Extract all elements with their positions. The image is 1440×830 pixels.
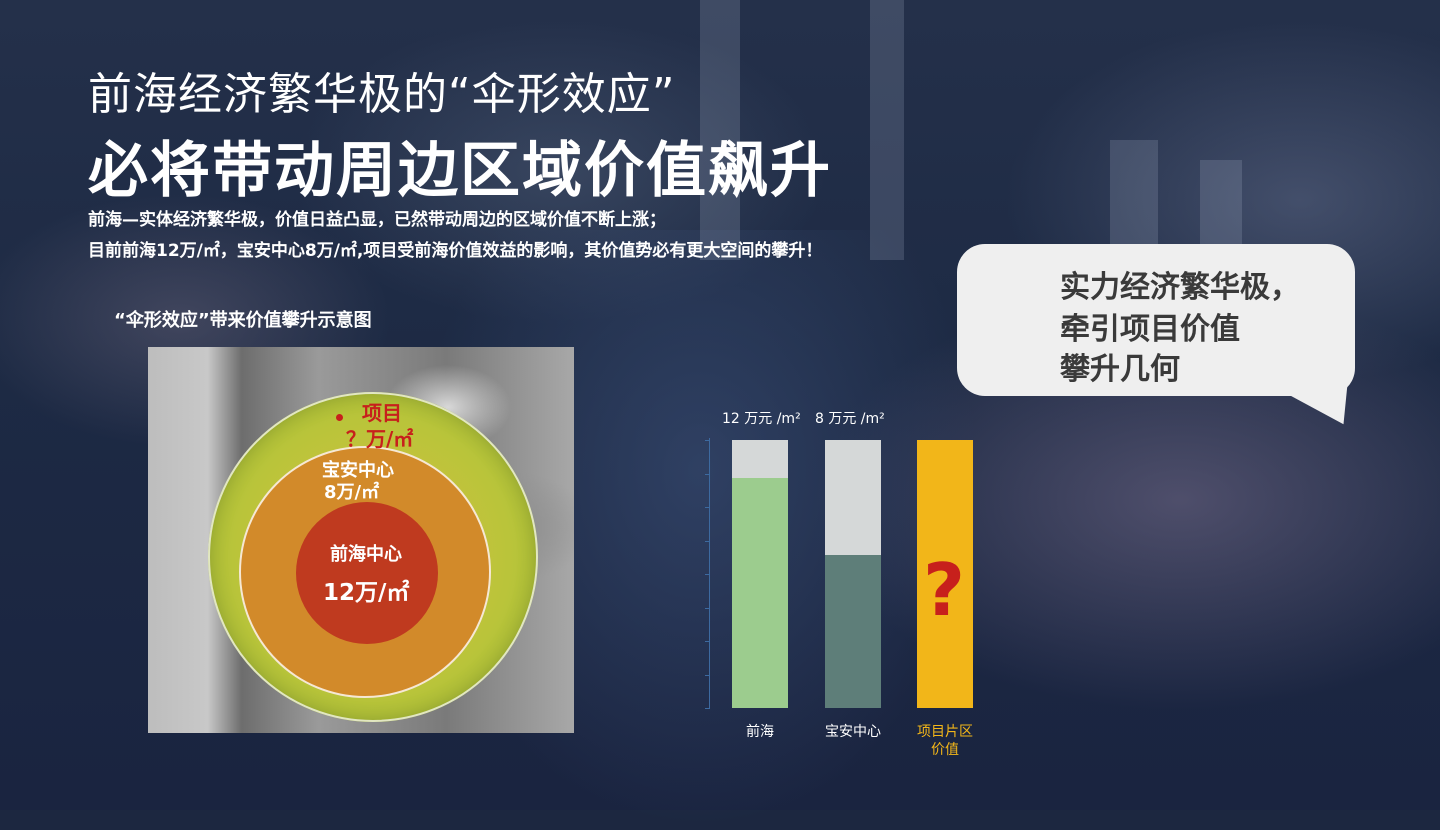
chart-y-tick [705,540,710,542]
baoan-name-label: 宝安中心 [322,460,394,481]
qianhai-price-label: 12万/㎡ [323,580,410,606]
bubble-line-1: 实力经济繁华极， [1060,270,1300,305]
background-tower [870,0,904,260]
bar-category-label: 项目片区 [917,724,973,740]
chart-y-axis [709,438,710,708]
chart-y-tick [705,574,710,575]
description-line2: 目前前海12万/㎡，宝安中心8万/㎡,项目受前海价值效益的影响，其价值势必有更大… [88,241,823,261]
project-location-marker [336,414,343,421]
background-tower [700,0,740,260]
page-title-line2: 必将带动周边区域价值飙升 [88,136,832,206]
page-title-line1: 前海经济繁华极的“伞形效应” [88,69,676,120]
bar-category-label: 宝安中心 [825,724,881,740]
bar-1 [825,554,881,708]
speech-bubble [957,244,1355,396]
bar-value-label: 12 万元 /m² [722,411,801,427]
chart-y-tick [705,507,710,508]
project-price-label: ？万/㎡ [346,427,414,451]
diagram-caption: “伞形效应”带来价值攀升示意图 [114,310,372,331]
project-unknown-marker: ? [923,548,965,632]
project-name-label: 项目 [362,401,402,425]
ring-outer-rim [208,392,538,722]
chart-y-tick [705,440,710,441]
bar-category-label: 价值 [931,742,959,758]
bar-0 [732,478,788,708]
bar-value-label: 8 万元 /m² [815,411,885,427]
bubble-line-3: 攀升几何 [1060,352,1180,387]
baoan-price-label: 8万/㎡ [324,482,380,503]
chart-y-tick [705,473,710,475]
bubble-line-2: 牵引项目价值 [1060,312,1240,347]
chart-y-tick [705,674,710,676]
bar-category-label: 前海 [746,724,774,740]
qianhai-name-label: 前海中心 [330,544,402,565]
chart-y-tick [705,607,710,609]
bar-cap [917,440,973,708]
ring-inner-qianhai [296,502,438,644]
description-line1: 前海—实体经济繁华极，价值日益凸显，已然带动周边的区域价值不断上涨； [88,210,666,230]
chart-y-tick [705,708,710,709]
chart-y-tick [705,641,710,642]
